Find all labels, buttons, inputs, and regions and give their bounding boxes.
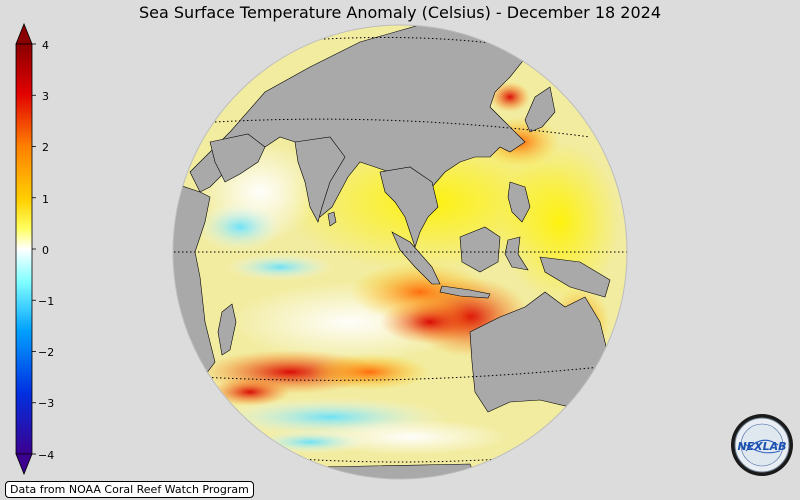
colorbar-tick-label: 3: [42, 90, 49, 103]
colorbar: [10, 22, 40, 481]
land-arabia: [209, 133, 266, 183]
nexlab-logo: NEXLAB: [730, 413, 794, 481]
land-borneo: [459, 226, 501, 273]
land-japan: [524, 86, 556, 133]
data-source-label: Data from NOAA Coral Reef Watch Program: [5, 481, 254, 498]
map-title: Sea Surface Temperature Anomaly (Celsius…: [139, 3, 661, 22]
colorbar-graphic: [15, 22, 36, 476]
globe-map: [170, 22, 630, 486]
land-new-guinea: [539, 256, 611, 298]
colorbar-tick-label: −4: [38, 449, 55, 462]
colorbar-tick-label: 4: [42, 39, 49, 52]
colorbar-tick-label: 0: [42, 244, 49, 257]
colorbar-min-arrow: [15, 453, 33, 476]
colorbar-tick-label: −1: [38, 295, 55, 308]
land-indochina: [379, 166, 439, 248]
colorbar-tick-label: −2: [38, 346, 55, 359]
land-madagascar: [217, 303, 237, 356]
land-sulawesi: [504, 236, 529, 271]
colorbar-tick-label: 2: [42, 141, 49, 154]
land-sumatra: [391, 231, 441, 285]
land-sri-lanka: [327, 211, 337, 227]
colorbar-tick-label: 1: [42, 193, 49, 206]
land-philippines: [507, 181, 531, 223]
logo-text: NEXLAB: [737, 440, 786, 453]
colorbar-max-arrow: [15, 22, 33, 45]
land-india: [294, 136, 346, 223]
colorbar-tick-label: −3: [38, 397, 55, 410]
land-java: [439, 285, 491, 299]
